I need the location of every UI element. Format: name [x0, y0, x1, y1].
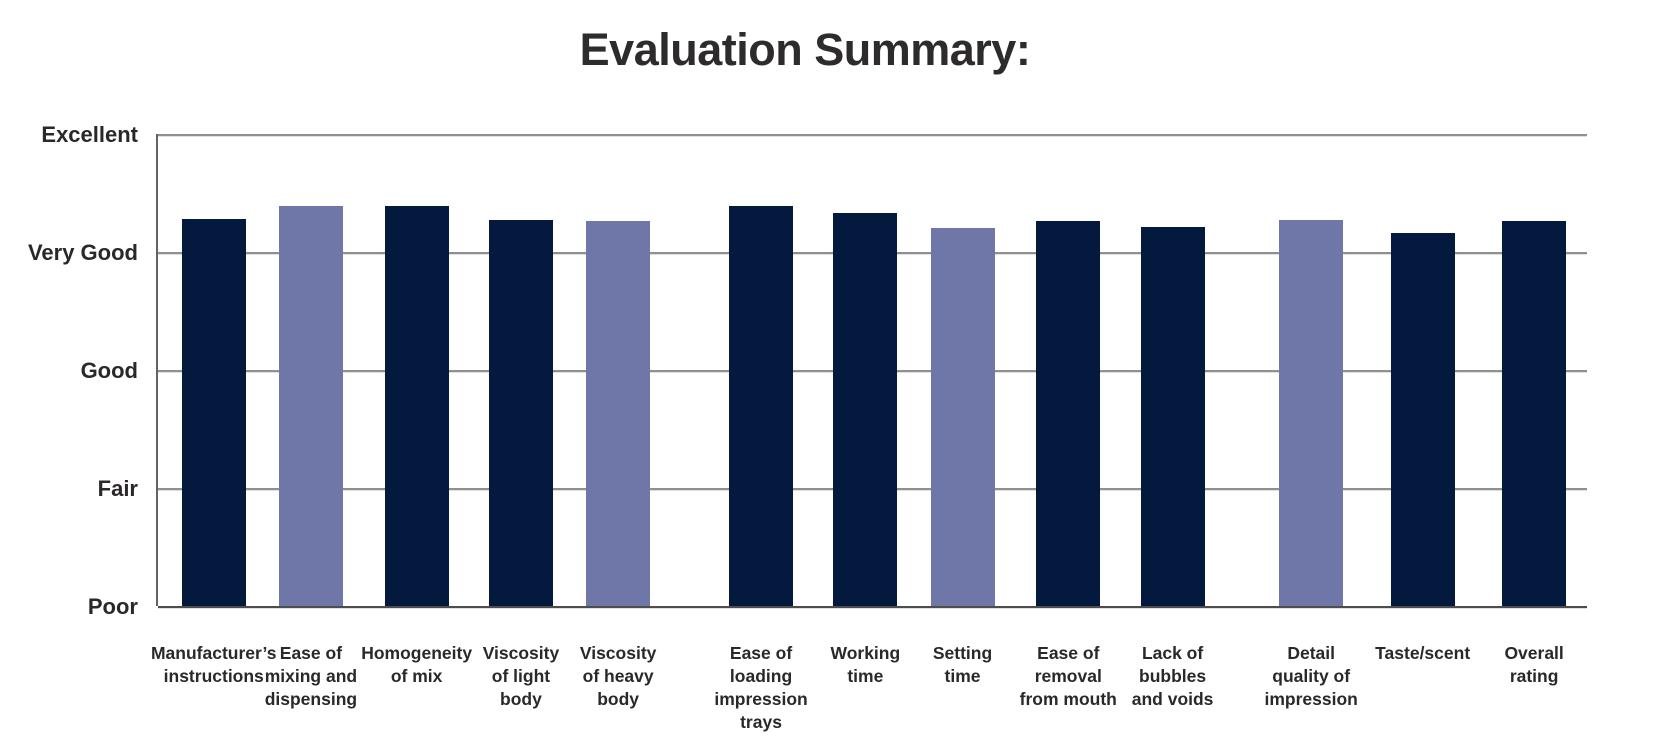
y-axis-label: Poor: [87, 594, 138, 619]
bar: [384, 205, 449, 606]
x-axis-label: Viscosity of light body: [482, 643, 560, 709]
bar: [488, 220, 553, 606]
y-axis-label: Very Good: [27, 240, 138, 265]
x-axis-label: Working time: [830, 643, 901, 686]
bar: [1279, 220, 1344, 606]
y-axis-label: Excellent: [41, 122, 138, 147]
x-axis-label: Homogeneity of mix: [361, 643, 473, 686]
x-axis-label: Viscosity of heavy body: [579, 643, 657, 709]
x-axis-label: Manufacturer’s instructions: [150, 643, 277, 686]
bar: [278, 205, 343, 606]
x-axis-label: Taste/scent: [1375, 643, 1471, 663]
y-axis-label: Good: [80, 358, 138, 383]
y-axis-line: [156, 134, 158, 606]
y-axis-label: Fair: [97, 476, 138, 501]
x-axis-label: Overall rating: [1504, 643, 1564, 686]
bar: [586, 221, 651, 606]
bar: [1390, 233, 1455, 606]
y-axis-labels: Poor Fair Good Very Good Excellent: [0, 122, 138, 619]
bar: [930, 228, 995, 606]
bar: [729, 205, 794, 606]
gridline-excellent: [158, 134, 1587, 136]
bar: [1502, 221, 1567, 606]
plot-area: [156, 134, 1587, 608]
x-axis-line: [158, 606, 1587, 608]
x-axis-label: Lack of bubbles and voids: [1131, 643, 1214, 709]
x-axis-label: Ease of loading impression trays: [714, 643, 808, 732]
x-axis-label: Setting time: [932, 643, 993, 686]
chart-title: Evaluation Summary:: [579, 24, 1031, 75]
bar: [1036, 221, 1101, 606]
bar: [833, 213, 898, 606]
x-axis-labels: Manufacturer’s instructions Ease of mixin…: [151, 642, 1587, 752]
x-axis-label: Detail quality of impression: [1264, 643, 1358, 709]
x-axis-label: Ease of mixing and dispensing: [264, 643, 358, 709]
bar: [181, 218, 246, 606]
x-axis-label: Ease of removal from mouth: [1019, 643, 1117, 709]
bar: [1140, 227, 1205, 606]
